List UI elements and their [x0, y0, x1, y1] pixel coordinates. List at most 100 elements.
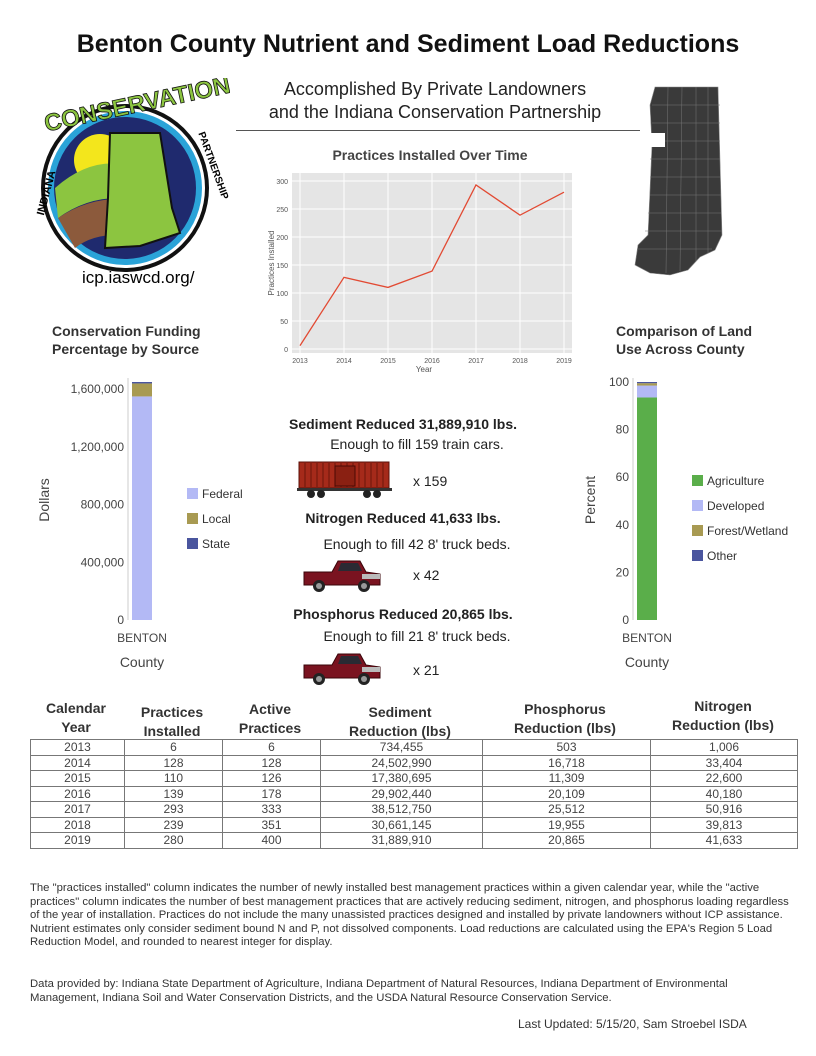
table-cell: 33,404 — [650, 754, 798, 771]
table-cell: 39,813 — [650, 816, 798, 833]
table-cell: 2018 — [30, 816, 125, 833]
y-tick-label: 0 — [117, 613, 124, 627]
table-cell: 178 — [222, 785, 321, 802]
y-tick-label: 100 — [276, 291, 288, 298]
x-tick-label: 2014 — [336, 358, 352, 365]
bar-segment-local — [132, 383, 152, 397]
legend-label: Developed — [707, 499, 764, 513]
table-cell: 503 — [482, 739, 651, 756]
col-header-sediment: Sediment Reduction (lbs) — [349, 704, 451, 739]
line-chart-title: Practices Installed Over Time — [332, 147, 528, 163]
x-tick-label: 2018 — [512, 358, 528, 365]
table-cell: 2014 — [30, 754, 125, 771]
y-tick-label: 40 — [616, 518, 630, 532]
bar-segment-state — [132, 382, 152, 384]
stat-multiplier: x 159 — [413, 473, 448, 489]
x-axis-label: Year — [416, 365, 433, 374]
legend-label: Federal — [202, 487, 243, 501]
stat-headline: Phosphorus Reduced 20,865 lbs. — [293, 606, 513, 622]
table-cell: 128 — [222, 754, 321, 771]
table-cell: 25,512 — [482, 801, 651, 818]
table-cell: 110 — [124, 770, 223, 787]
y-tick-label: 300 — [276, 179, 288, 186]
x-tick-label: 2017 — [468, 358, 484, 365]
table-cell: 400 — [222, 832, 321, 849]
legend-swatch — [692, 500, 703, 511]
pickup-truck-icon — [302, 651, 382, 692]
table-cell: 239 — [124, 816, 223, 833]
bar-segment-federal — [132, 396, 152, 620]
table-cell: 128 — [124, 754, 223, 771]
bar-segment-other — [637, 382, 657, 384]
bar-segment-forest-wetland — [637, 383, 657, 386]
table-row: 2017 293 333 38,512,750 25,512 50,916 — [30, 801, 798, 818]
table-cell: 2015 — [30, 770, 125, 787]
stat-detail: Enough to fill 42 8' truck beds. — [323, 536, 511, 552]
y-tick-label: 1,600,000 — [71, 382, 125, 396]
y-tick-label: 0 — [284, 347, 288, 354]
stat-multiplier: x 21 — [413, 662, 440, 678]
legend-label: State — [202, 537, 230, 551]
x-tick-label: BENTON — [117, 631, 167, 645]
funding-bar-chart: 0 400,000 800,000 1,200,000 1,600,000 BENTON C… — [36, 378, 243, 670]
y-tick-label: 150 — [276, 263, 288, 270]
y-tick-label: 50 — [280, 319, 288, 326]
legend-swatch — [692, 475, 703, 486]
col-header-year: Calendar Year — [46, 700, 106, 735]
subtitle-line-1: Accomplished By Private Landowners — [283, 79, 587, 99]
table-cell: 30,661,145 — [320, 816, 483, 833]
col-header-installed: Practices Installed — [140, 704, 204, 739]
indiana-county-map — [630, 85, 730, 285]
y-tick-label: 1,200,000 — [71, 440, 125, 454]
table-cell: 19,955 — [482, 816, 651, 833]
subtitle: Accomplished By Private Landowners and th… — [230, 78, 640, 124]
bar-segment-developed — [637, 385, 657, 398]
legend-label: Local — [202, 512, 231, 526]
table-cell: 293 — [124, 801, 223, 818]
table-cell: 2016 — [30, 785, 125, 802]
footnote: The "practices installed" column indicat… — [30, 882, 789, 948]
table-cell: 333 — [222, 801, 321, 818]
table-cell: 17,380,695 — [320, 770, 483, 787]
stat-detail: Enough to fill 159 train cars. — [330, 436, 504, 452]
legend-swatch — [187, 513, 198, 524]
stat-headline: Sediment Reduced 31,889,910 lbs. — [289, 416, 517, 432]
y-tick-label: 100 — [609, 375, 629, 389]
table-cell: 16,718 — [482, 754, 651, 771]
table-cell: 2019 — [30, 832, 125, 849]
y-axis-label: Dollars — [36, 478, 52, 522]
col-header-active: Active Practices — [238, 701, 302, 736]
land-use-bar-chart: 0 20 40 60 80 100 BENTON County Percent Agricultu… — [582, 375, 788, 670]
benton-county-highlight — [650, 133, 665, 147]
table-row: 2019 280 400 31,889,910 20,865 41,633 — [30, 832, 798, 849]
table-cell: 1,006 — [650, 739, 798, 756]
legend-label: Forest/Wetland — [707, 524, 788, 538]
table-cell: 6 — [222, 739, 321, 756]
table-row: 2014 128 128 24,502,990 16,718 33,404 — [30, 754, 798, 771]
y-tick-label: 20 — [616, 565, 630, 579]
train-car-icon — [297, 460, 392, 503]
legend-swatch — [187, 488, 198, 499]
y-tick-label: 0 — [622, 613, 629, 627]
col-header-phosphorus: Phosphorus Reduction (lbs) — [514, 701, 616, 736]
x-tick-label: 2019 — [556, 358, 572, 365]
pickup-truck-icon — [302, 558, 382, 599]
x-tick-label: 2015 — [380, 358, 396, 365]
legend-label: Agriculture — [707, 474, 765, 488]
legend-label: Other — [707, 549, 737, 563]
table-cell: 126 — [222, 770, 321, 787]
practices-line-chart: 0 50 100 150 200 250 300 2013 2014 2015 2016 2017 20… — [267, 173, 572, 374]
stat-headline: Nitrogen Reduced 41,633 lbs. — [305, 510, 501, 526]
y-tick-label: 400,000 — [81, 555, 125, 569]
y-tick-label: 800,000 — [81, 498, 125, 512]
legend-swatch — [692, 525, 703, 536]
y-axis-label: Percent — [582, 476, 598, 524]
x-tick-label: 2013 — [292, 358, 308, 365]
table-cell: 38,512,750 — [320, 801, 483, 818]
y-tick-label: 80 — [616, 423, 630, 437]
table-cell: 139 — [124, 785, 223, 802]
data-source: Data provided by: Indiana State Departme… — [30, 978, 728, 1004]
table-cell: 24,502,990 — [320, 754, 483, 771]
table-cell: 2017 — [30, 801, 125, 818]
page-title: Benton County Nutrient and Sediment Load… — [76, 30, 740, 58]
